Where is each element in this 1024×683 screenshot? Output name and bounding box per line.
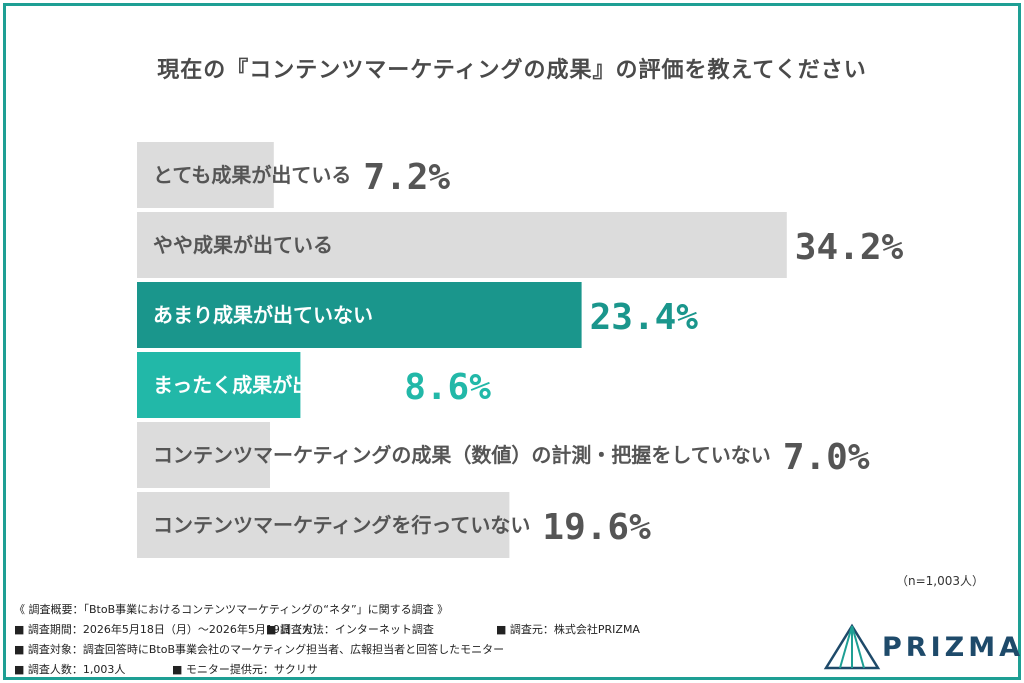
bar-4 <box>137 352 301 418</box>
survey-source: ■ 調査元：株式会社PRIZMA <box>496 623 640 636</box>
survey-title: 《 調査概要：「BtoB事業におけるコンテンツマーケティングの“ネタ”」に関する… <box>14 603 449 616</box>
value-label-6: 19.6% <box>542 507 651 548</box>
bar-3 <box>137 282 582 348</box>
category-label-1: とても成果が出ている <box>153 163 351 187</box>
value-label-3: 23.4% <box>590 297 699 338</box>
survey-target: ■ 調査対象：調査回答時にBtoB事業会社のマーケティング担当者、広報担当者と回… <box>14 643 505 656</box>
survey-period: ■ 調査期間：2026年5月18日（月）〜2026年5月19日（火） <box>14 623 324 636</box>
prizma-logo: PRIZMA <box>822 622 1020 672</box>
value-label-4: 8.6% <box>404 367 491 408</box>
category-label-3: あまり成果が出ていない <box>153 303 373 327</box>
bar-6 <box>137 492 510 558</box>
bar-2 <box>137 212 787 278</box>
survey-footer: 《 調査概要：「BtoB事業におけるコンテンツマーケティングの“ネタ”」に関する… <box>14 600 640 680</box>
value-label-1: 7.2% <box>363 157 450 198</box>
survey-monitor: ■ モニター提供元：サクリサ <box>172 663 318 676</box>
chart-title: 現在の『コンテンツマーケティングの成果』の評価を教えてください <box>157 58 867 83</box>
category-label-6: コンテンツマーケティングを行っていない <box>153 513 530 537</box>
sample-size-note: （n=1,003人） <box>895 574 984 588</box>
survey-count: ■ 調査人数：1,003人 <box>14 663 126 676</box>
survey-method: ■ 調査方法：インターネット調査 <box>266 623 434 636</box>
prizma-logo-text: PRIZMA <box>882 632 1024 663</box>
category-label-2: やや成果が出ている <box>153 233 333 257</box>
value-label-5: 7.0% <box>783 437 870 478</box>
value-label-2: 34.2% <box>795 227 904 268</box>
chart-frame <box>3 3 1021 680</box>
prizma-logo-mark-icon <box>823 623 881 670</box>
category-label-4: まったく成果が出ていない <box>153 373 392 397</box>
bar-1 <box>137 142 274 208</box>
category-label-5: コンテンツマーケティングの成果（数値）の計測・把握をしていない <box>153 443 771 467</box>
bar-5 <box>137 422 270 488</box>
